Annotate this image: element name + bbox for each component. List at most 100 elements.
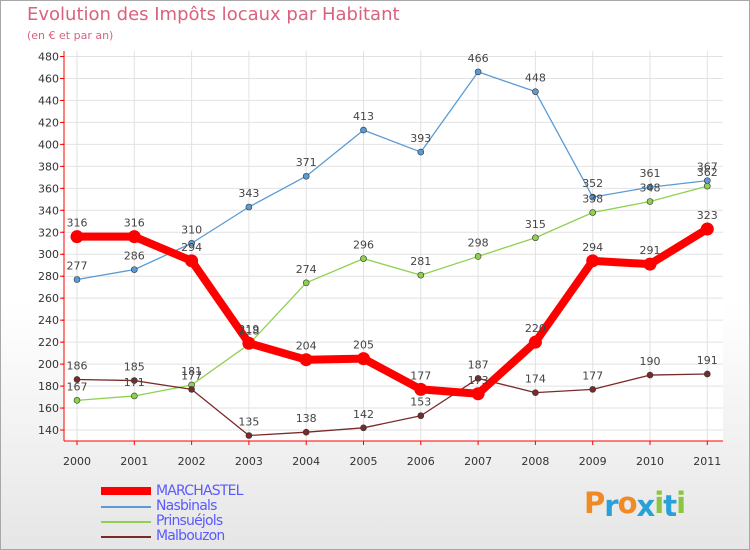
data-point-nasbinals (302, 172, 310, 180)
logo-letter: x (636, 489, 656, 523)
data-label-marchastel: 177 (410, 369, 431, 382)
chart-subtitle: (en € et par an) (27, 29, 114, 42)
data-label-marchastel: 220 (525, 322, 546, 335)
logo-letter: o (617, 486, 638, 520)
data-point-marchastel (299, 353, 313, 367)
legend-label-malbouzon: Malbouzon (156, 528, 225, 544)
data-point-prinsuejols (131, 392, 138, 400)
y-tick-label: 320 (38, 226, 59, 239)
data-label-prinsuejols: 362 (697, 166, 718, 179)
legend-label-marchastel: MARCHASTEL (156, 483, 243, 499)
data-label-prinsuejols: 274 (296, 263, 317, 276)
y-tick-label: 460 (38, 72, 59, 85)
data-label-nasbinals: 310 (181, 223, 202, 236)
x-tick-label: 2004 (292, 455, 320, 468)
series-line-marchastel (73, 224, 712, 398)
data-label-malbouzon: 191 (697, 354, 718, 367)
data-label-prinsuejols: 181 (181, 365, 202, 378)
data-label-marchastel: 323 (697, 209, 718, 222)
y-tick-label: 380 (38, 160, 59, 173)
legend-swatch-nasbinals (101, 506, 151, 508)
data-point-marchastel (185, 254, 199, 268)
data-point-marchastel (127, 230, 141, 244)
data-point-malbouzon (703, 370, 711, 378)
data-point-nasbinals (532, 88, 539, 95)
data-point-marchastel (242, 336, 256, 350)
data-point-nasbinals (360, 126, 367, 134)
logo-letter: P (584, 486, 605, 520)
data-point-malbouzon (474, 375, 482, 382)
y-tick-label: 440 (38, 94, 59, 107)
data-label-marchastel: 294 (181, 241, 202, 254)
data-point-marchastel (643, 257, 657, 271)
data-point-malbouzon (417, 412, 425, 420)
data-point-marchastel (70, 230, 84, 244)
x-tick-label: 2008 (521, 455, 549, 468)
x-tick-label: 2009 (579, 455, 607, 468)
x-tick-label: 2000 (63, 455, 91, 468)
data-label-marchastel: 294 (582, 241, 603, 254)
data-label-prinsuejols: 296 (353, 239, 374, 252)
y-tick-label: 360 (38, 182, 59, 195)
x-tick-label: 2001 (120, 455, 148, 468)
x-tick-label: 2005 (350, 455, 378, 468)
data-point-prinsuejols (417, 271, 425, 279)
data-label-malbouzon: 135 (238, 416, 259, 429)
data-label-malbouzon: 177 (582, 369, 603, 382)
data-label-nasbinals: 413 (353, 110, 374, 123)
y-tick-label: 480 (38, 50, 59, 63)
y-tick-label: 240 (38, 314, 59, 327)
data-point-prinsuejols (532, 234, 539, 242)
data-point-malbouzon (73, 376, 81, 383)
data-point-prinsuejols (73, 397, 81, 404)
data-label-nasbinals: 286 (124, 250, 145, 263)
y-tick-label: 220 (38, 336, 59, 349)
data-label-malbouzon: 153 (410, 396, 431, 409)
data-label-nasbinals: 393 (410, 132, 431, 145)
data-point-marchastel (357, 352, 370, 366)
data-label-malbouzon: 142 (353, 408, 374, 421)
data-point-nasbinals (474, 68, 482, 76)
data-label-prinsuejols: 315 (525, 218, 546, 231)
data-point-malbouzon (589, 386, 597, 393)
data-label-nasbinals: 361 (640, 167, 661, 180)
data-point-prinsuejols (302, 279, 310, 287)
legend-label-prinsuejols: Prinsuéjols (156, 513, 223, 529)
data-label-marchastel: 316 (67, 217, 88, 230)
y-tick-label: 300 (38, 248, 59, 261)
data-label-malbouzon: 185 (124, 361, 145, 374)
y-tick-label: 280 (38, 270, 59, 283)
data-label-marchastel: 204 (296, 340, 317, 353)
data-label-marchastel: 219 (238, 323, 259, 336)
data-point-nasbinals (589, 193, 597, 201)
data-point-prinsuejols (360, 255, 367, 262)
y-tick-label: 260 (38, 292, 59, 305)
data-label-nasbinals: 367 (697, 161, 718, 174)
data-label-prinsuejols: 171 (124, 376, 145, 389)
data-point-prinsuejols (589, 209, 597, 216)
data-point-nasbinals (188, 239, 195, 247)
data-point-prinsuejols (646, 198, 654, 205)
data-point-nasbinals (131, 266, 138, 273)
data-point-malbouzon (188, 386, 195, 393)
data-point-nasbinals (73, 276, 81, 283)
legend-swatch-marchastel (101, 487, 151, 495)
data-label-marchastel: 291 (640, 244, 661, 257)
y-tick-label: 180 (38, 380, 59, 393)
logo-letter: t (663, 489, 677, 523)
legend-swatch-prinsuejols (101, 521, 151, 523)
x-tick-label: 2002 (178, 455, 206, 468)
y-tick-label: 140 (38, 424, 59, 437)
series-line-nasbinals (76, 71, 708, 281)
data-label-prinsuejols: 298 (468, 236, 489, 249)
data-point-marchastel (528, 335, 542, 349)
data-label-nasbinals: 371 (296, 156, 317, 169)
data-label-malbouzon: 177 (181, 369, 202, 382)
data-label-nasbinals: 277 (67, 260, 88, 273)
data-label-malbouzon: 138 (296, 412, 317, 425)
series-line-prinsuejols (76, 185, 708, 402)
data-label-malbouzon: 190 (640, 355, 661, 368)
logo-letter: i (676, 486, 686, 520)
